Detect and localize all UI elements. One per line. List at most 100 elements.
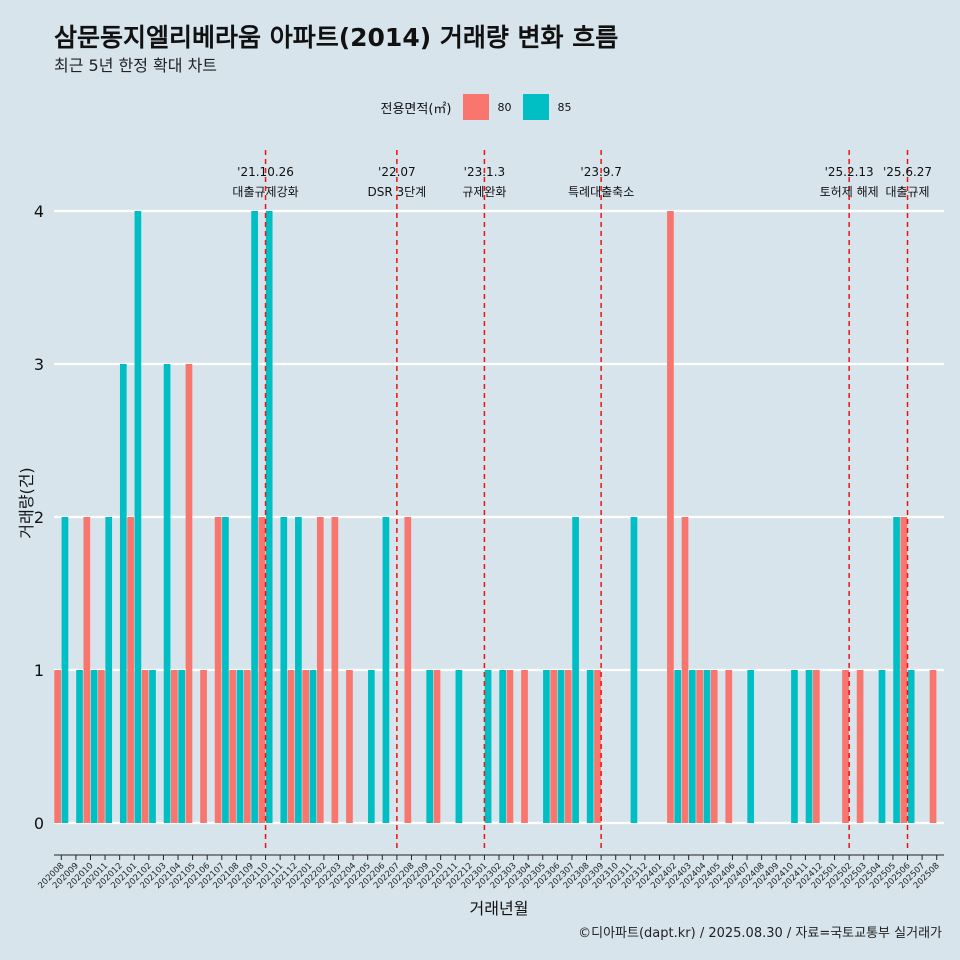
y-tick-label: 1 (34, 661, 44, 680)
bar-85-202012 (119, 364, 127, 823)
legend-label-85: 85 (557, 100, 572, 114)
event-text-label: 대출규제강화 (232, 185, 298, 199)
event-date-label: '22.07 (378, 165, 416, 179)
bar-80-202502 (842, 670, 849, 823)
bar-85-202305 (543, 670, 550, 823)
bar-85-202011 (105, 517, 113, 823)
bar-85-202109 (251, 211, 258, 823)
bar-80-202306 (550, 670, 558, 823)
bar-85-202209 (426, 670, 434, 823)
bar-85-202110 (265, 211, 273, 823)
legend-item-85: 85 (523, 94, 579, 120)
bar-80-202109 (243, 670, 251, 823)
bar-80-202105 (185, 364, 193, 823)
bar-80-202508 (929, 670, 937, 823)
bar-85-202205 (367, 670, 375, 823)
y-tick-label: 2 (34, 508, 44, 527)
bar-85-202111 (280, 517, 288, 823)
legend-title: 전용면적(㎡) (380, 101, 452, 117)
event-text-label: DSR 3단계 (368, 185, 427, 199)
legend: 전용면적(㎡) 80 85 (0, 92, 960, 122)
bar-80-202107 (214, 517, 222, 823)
bar-85-202104 (178, 670, 186, 823)
bar-85-202311 (630, 517, 638, 823)
bar-80-202101 (127, 517, 134, 823)
legend-swatch-85 (523, 94, 550, 120)
bar-80-202204 (346, 670, 353, 823)
bar-80-202011 (98, 670, 105, 823)
bar-80-202303 (506, 670, 514, 823)
bar-80-202503 (856, 670, 864, 823)
event-text-label: 대출규제 (885, 185, 929, 199)
bar-85-202201 (309, 670, 317, 823)
y-tick-label: 4 (34, 202, 44, 221)
source-caption: ©디아파트(dapt.kr) / 2025.08.30 / 자료=국토교통부 실… (578, 926, 942, 941)
chart-subtitle: 최근 5년 한정 확대 차트 (54, 56, 218, 75)
bar-85-202101 (134, 211, 142, 823)
event-date-label: '25.2.13 (825, 165, 874, 179)
bar-80-202406 (725, 670, 733, 823)
y-tick-label: 3 (34, 355, 44, 374)
bar-85-202403 (688, 670, 696, 823)
bar-80-202102 (141, 670, 149, 823)
event-text-label: 토허제 해제 (820, 185, 879, 199)
bar-85-202008 (61, 517, 69, 823)
bar-80-202110 (258, 517, 266, 823)
bar-80-202010 (83, 517, 91, 823)
bar-80-202008 (54, 670, 61, 823)
bar-80-202506 (900, 517, 908, 823)
event-date-label: '21.10.26 (237, 165, 294, 179)
y-axis-title: 거래량(건) (17, 467, 36, 538)
legend-swatch-80 (463, 94, 490, 120)
bar-80-202404 (696, 670, 703, 823)
bar-85-202112 (295, 517, 302, 823)
bar-85-202108 (236, 670, 244, 823)
bar-80-202208 (404, 517, 412, 823)
bar-80-202304 (521, 670, 528, 823)
legend-item-80: 80 (463, 94, 519, 120)
bar-80-202203 (331, 517, 339, 823)
bar-80-202201 (302, 670, 310, 823)
bar-80-202104 (171, 670, 178, 823)
bar-85-202307 (572, 517, 579, 823)
event-date-label: '25.6.27 (883, 165, 932, 179)
bar-80-202202 (316, 517, 324, 823)
bar-80-202309 (594, 670, 601, 823)
bar-85-202308 (586, 670, 594, 823)
event-date-label: '23.9.7 (580, 165, 621, 179)
bar-85-202411 (805, 670, 813, 823)
bar-80-202210 (433, 670, 441, 823)
bar-85-202107 (222, 517, 229, 823)
bar-85-202010 (90, 670, 98, 823)
bar-85-202301 (484, 670, 492, 823)
bar-80-202112 (287, 670, 295, 823)
y-tick-label: 0 (34, 814, 44, 833)
legend-label-80: 80 (497, 100, 512, 114)
bar-85-202505 (893, 517, 900, 823)
bar-85-202410 (791, 670, 798, 823)
bar-85-202506 (907, 670, 915, 823)
bar-80-202403 (681, 517, 689, 823)
bar-85-202504 (878, 670, 886, 823)
event-text-label: 특례대출축소 (568, 185, 634, 199)
bar-85-202211 (455, 670, 463, 823)
event-text-label: 규제완화 (462, 185, 506, 199)
bar-80-202405 (710, 670, 718, 823)
bar-85-202206 (382, 517, 390, 823)
bar-80-202307 (564, 670, 572, 823)
bar-80-202412 (812, 670, 820, 823)
bar-85-202102 (149, 670, 156, 823)
event-date-label: '23.1.3 (464, 165, 505, 179)
bar-85-202306 (557, 670, 565, 823)
bar-80-202108 (229, 670, 237, 823)
bar-80-202106 (200, 670, 207, 823)
chart-title: 삼문동지엘리베라움 아파트(2014) 거래량 변화 흐름 (54, 23, 619, 52)
bar-80-202402 (667, 211, 674, 823)
bar-85-202103 (163, 364, 171, 823)
x-axis-title: 거래년월 (470, 899, 529, 918)
bar-85-202407 (747, 670, 755, 823)
bar-85-202302 (499, 670, 506, 823)
bar-85-202402 (674, 670, 682, 823)
bar-85-202009 (76, 670, 83, 823)
